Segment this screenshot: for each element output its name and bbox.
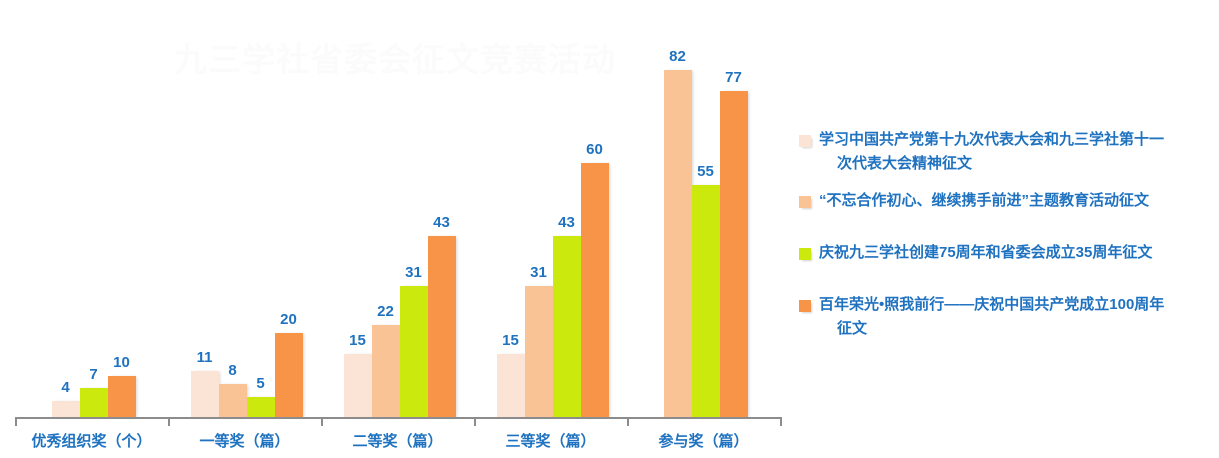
x-axis-line: [15, 417, 781, 419]
bar[interactable]: 8: [218, 8, 247, 418]
bar-value-label: 20: [280, 311, 297, 329]
bar[interactable]: 11: [190, 8, 219, 418]
legend-color-swatch: [799, 135, 811, 147]
bar-rect[interactable]: [218, 384, 247, 418]
bar-rect[interactable]: [552, 235, 581, 418]
bar[interactable]: 22: [371, 8, 400, 418]
bar-value-label: 15: [349, 332, 366, 350]
bar[interactable]: 43: [427, 8, 456, 418]
bar-value-label: 43: [433, 213, 450, 231]
legend-color-swatch: [799, 300, 811, 312]
bar-rect[interactable]: [107, 375, 136, 418]
bar[interactable]: 60: [580, 8, 609, 418]
bar-value-label: 5: [256, 374, 265, 392]
legend-item-label: “不忘合作初心、继续携手前进”主题教育活动征文: [819, 192, 1150, 209]
bar[interactable]: 82: [663, 8, 692, 418]
axis-tick: [15, 417, 17, 426]
bar-rect[interactable]: [190, 371, 219, 418]
legend-item[interactable]: “不忘合作初心、继续携手前进”主题教育活动征文: [797, 189, 1215, 213]
legend-color-swatch: [799, 196, 811, 208]
bar-value-label: 15: [502, 332, 519, 350]
bar[interactable]: 20: [274, 8, 303, 418]
bar-value-label: 82: [669, 47, 686, 65]
bar-group: 15 22 31 43: [321, 8, 474, 418]
bar-value-label: 31: [530, 264, 547, 282]
legend-item[interactable]: 学习中国共产党第十九次代表大会和九三学社第十一次代表大会精神征文: [797, 128, 1215, 176]
x-axis-label: 优秀组织奖（个）: [31, 433, 152, 450]
plot-area: 4 7 10 11 8 5 20 15 22 31 43 15 31 43 60 82 55 77: [15, 8, 780, 418]
bar-rect[interactable]: [51, 401, 80, 418]
bar[interactable]: 7: [79, 8, 108, 418]
bar-value-label: 10: [113, 353, 130, 371]
bar-group: 11 8 5 20: [168, 8, 321, 418]
bar-value-label: 11: [196, 349, 213, 367]
bar[interactable]: 77: [719, 8, 748, 418]
axis-tick: [627, 417, 629, 426]
x-axis-label: 参与奖（篇）: [658, 433, 749, 450]
bar-value-label: 8: [228, 362, 237, 380]
bar-rect[interactable]: [691, 184, 720, 418]
bar-group: 15 31 43 60: [474, 8, 627, 418]
bar[interactable]: 31: [524, 8, 553, 418]
x-axis-label: 一等奖（篇）: [199, 433, 290, 450]
bar-value-label: 7: [89, 366, 98, 384]
bar[interactable]: 5: [246, 8, 275, 418]
bar[interactable]: 55: [691, 8, 720, 418]
legend-item-label: 百年荣光•照我前行——庆祝中国共产党成立100周年: [819, 296, 1165, 313]
bar-rect[interactable]: [246, 396, 275, 418]
bar-value-label: 22: [377, 302, 394, 320]
bar-rect[interactable]: [580, 163, 609, 418]
legend-item[interactable]: 百年荣光•照我前行——庆祝中国共产党成立100周年征文: [797, 293, 1215, 341]
axis-tick: [474, 417, 476, 426]
legend-item[interactable]: 庆祝九三学社创建75周年和省委会成立35周年征文: [797, 241, 1215, 265]
axis-tick: [321, 417, 323, 426]
chart-watermark-title: 九三学社省委会征文竞赛活动: [174, 41, 616, 78]
bar-rect[interactable]: [343, 354, 372, 418]
bar[interactable]: 10: [107, 8, 136, 418]
x-axis-category-labels: 优秀组织奖（个） 一等奖（篇） 二等奖（篇） 三等奖（篇） 参与奖（篇）: [15, 430, 781, 456]
bar-rect[interactable]: [663, 69, 692, 418]
chart-legend: 学习中国共产党第十九次代表大会和九三学社第十一次代表大会精神征文 “不忘合作初心、…: [797, 128, 1215, 341]
bar-rect[interactable]: [496, 354, 525, 418]
bar-rect[interactable]: [79, 388, 108, 418]
bar-value-label: 4: [61, 379, 70, 397]
x-axis-label: 三等奖（篇）: [505, 433, 596, 450]
legend-item-label: 次代表大会精神征文: [837, 155, 973, 172]
bar-value-label: 60: [586, 141, 603, 159]
bar[interactable]: 4: [51, 8, 80, 418]
bar-group: 4 7 10: [15, 8, 168, 418]
bar-rect[interactable]: [524, 286, 553, 418]
bar-group: 82 55 77: [627, 8, 780, 418]
axis-tick: [780, 417, 782, 426]
x-axis-label: 二等奖（篇）: [352, 433, 443, 450]
bar-value-label: 31: [405, 264, 422, 282]
bar-rect[interactable]: [719, 91, 748, 418]
bar-rect[interactable]: [274, 333, 303, 418]
legend-item-label: 庆祝九三学社创建75周年和省委会成立35周年征文: [819, 244, 1153, 261]
bar[interactable]: 15: [343, 8, 372, 418]
bar[interactable]: 31: [399, 8, 428, 418]
bar[interactable]: 43: [552, 8, 581, 418]
axis-tick: [168, 417, 170, 426]
bar-value-label: 55: [697, 162, 714, 180]
legend-color-swatch: [799, 248, 811, 260]
bar-value-label: 77: [725, 69, 742, 87]
legend-item-label: 学习中国共产党第十九次代表大会和九三学社第十一: [819, 131, 1165, 148]
bar-rect[interactable]: [399, 286, 428, 418]
legend-item-label: 征文: [837, 320, 868, 337]
bar-rect[interactable]: [427, 235, 456, 418]
bar-value-label: 43: [558, 213, 575, 231]
bar-rect[interactable]: [371, 324, 400, 418]
bar[interactable]: 15: [496, 8, 525, 418]
